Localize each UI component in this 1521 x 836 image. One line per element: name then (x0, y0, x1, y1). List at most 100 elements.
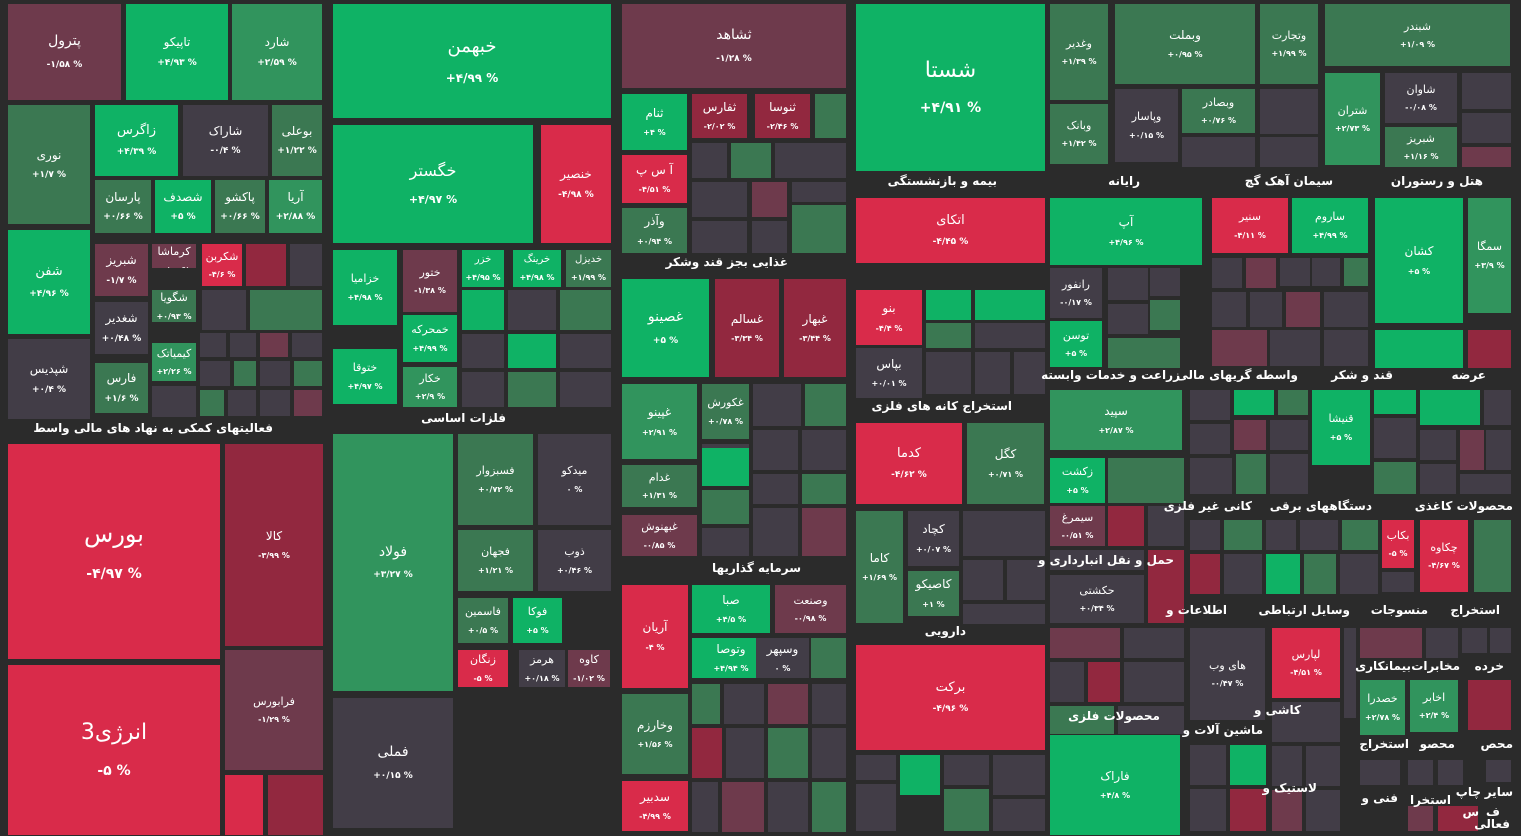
stock-tile[interactable]: شصدف +۵ % (155, 180, 211, 233)
stock-tile[interactable] (1150, 300, 1180, 330)
stock-tile[interactable] (811, 638, 846, 678)
stock-tile[interactable] (752, 221, 787, 253)
stock-tile[interactable] (1190, 424, 1230, 454)
stock-tile[interactable]: کرماشا -۰/۹۸ % (152, 244, 196, 268)
stock-tile[interactable] (1230, 745, 1266, 785)
stock-tile[interactable]: لپارس -۴/۵۱ % (1272, 628, 1340, 698)
stock-tile[interactable]: کشان +۵ % (1375, 198, 1463, 323)
stock-tile[interactable] (1312, 258, 1340, 286)
stock-tile[interactable] (768, 728, 808, 778)
stock-tile[interactable] (508, 372, 556, 407)
stock-tile[interactable] (944, 755, 989, 785)
stock-tile[interactable] (963, 560, 1003, 600)
stock-tile[interactable]: وبملت +۰/۹۵ % (1115, 4, 1255, 84)
stock-tile[interactable] (1212, 330, 1267, 366)
stock-tile[interactable]: وغدیر +۱/۳۹ % (1050, 4, 1108, 100)
stock-tile[interactable] (1306, 790, 1340, 831)
stock-tile[interactable] (702, 528, 749, 556)
stock-tile[interactable]: غبهار -۳/۴۴ % (784, 279, 846, 377)
stock-tile[interactable]: پارسان +۰/۶۶ % (95, 180, 151, 233)
stock-tile[interactable]: ختوقا +۴/۹۷ % (333, 349, 397, 404)
stock-tile[interactable] (1324, 292, 1368, 327)
stock-tile[interactable]: پترول -۱/۵۸ % (8, 4, 121, 100)
stock-tile[interactable] (200, 390, 224, 416)
stock-tile[interactable] (692, 684, 720, 724)
stock-tile[interactable] (1212, 258, 1242, 288)
stock-tile[interactable] (692, 143, 727, 178)
stock-tile[interactable] (1108, 338, 1180, 368)
stock-tile[interactable] (692, 182, 747, 217)
stock-tile[interactable]: کگل +۰/۷۱ % (967, 423, 1044, 504)
stock-tile[interactable]: فاسمین +۰/۵ % (458, 598, 508, 643)
stock-tile[interactable]: صبا +۴/۵ % (692, 585, 770, 633)
stock-tile[interactable] (1272, 702, 1340, 742)
stock-tile[interactable]: آریان -۴ % (622, 585, 688, 688)
stock-tile[interactable] (1344, 258, 1368, 286)
stock-tile[interactable] (702, 490, 749, 524)
stock-tile[interactable]: وصنعت -۰/۹۸ % (775, 585, 846, 633)
stock-tile[interactable]: رانفور -۰/۱۷ % (1050, 268, 1102, 318)
stock-tile[interactable]: زکشت +۵ % (1050, 458, 1105, 503)
stock-tile[interactable] (560, 334, 611, 368)
stock-tile[interactable] (1374, 390, 1416, 414)
stock-tile[interactable] (900, 755, 940, 795)
stock-tile[interactable] (1190, 789, 1226, 831)
stock-tile[interactable] (1260, 137, 1318, 167)
stock-tile[interactable] (775, 143, 846, 178)
stock-tile[interactable]: سپید +۲/۸۷ % (1050, 390, 1182, 450)
stock-tile[interactable]: قنیشا +۵ % (1312, 390, 1370, 465)
stock-tile[interactable] (1182, 137, 1255, 167)
stock-tile[interactable]: فجهان +۱/۲۱ % (458, 530, 533, 591)
stock-tile[interactable] (768, 782, 808, 832)
stock-tile[interactable] (1382, 572, 1414, 592)
stock-tile[interactable]: بوعلی +۱/۲۲ % (272, 105, 322, 176)
stock-tile[interactable] (1250, 292, 1282, 327)
stock-tile[interactable]: برکت -۴/۹۶ % (856, 645, 1045, 750)
stock-tile[interactable] (753, 384, 801, 426)
stock-tile[interactable] (260, 361, 290, 386)
stock-tile[interactable]: ثشاهد -۱/۲۸ % (622, 4, 846, 88)
stock-tile[interactable]: بورس -۴/۹۷ % (8, 444, 220, 659)
stock-tile[interactable] (1438, 806, 1478, 831)
stock-tile[interactable]: وپاسار +۰/۱۵ % (1115, 89, 1178, 162)
stock-tile[interactable] (993, 799, 1045, 831)
stock-tile[interactable]: ثفارس -۲/۰۲ % (692, 94, 747, 138)
stock-tile[interactable] (1230, 789, 1266, 831)
stock-tile[interactable] (802, 508, 846, 556)
stock-tile[interactable]: خنصیر -۴/۹۸ % (541, 125, 611, 243)
stock-tile[interactable]: خصدرا +۲/۷۸ % (1360, 680, 1405, 735)
stock-tile[interactable] (975, 323, 1045, 348)
stock-tile[interactable]: فرابورس -۱/۲۹ % (225, 650, 323, 770)
stock-tile[interactable]: فسبزوار +۰/۷۲ % (458, 434, 533, 525)
stock-tile[interactable] (1286, 292, 1320, 327)
stock-tile[interactable] (1272, 790, 1302, 831)
stock-tile[interactable] (1108, 458, 1184, 503)
stock-tile[interactable]: چکاوه -۴/۶۷ % (1420, 520, 1468, 592)
stock-tile[interactable] (1360, 760, 1400, 785)
stock-tile[interactable] (768, 684, 808, 724)
stock-tile[interactable]: سیمرغ -۰/۵۱ % (1050, 506, 1105, 546)
stock-tile[interactable] (1460, 430, 1484, 470)
stock-tile[interactable]: کاصیکو +۱ % (908, 571, 959, 616)
stock-tile[interactable] (260, 390, 290, 416)
stock-tile[interactable] (1300, 520, 1338, 550)
stock-tile[interactable] (225, 775, 263, 835)
stock-tile[interactable] (1462, 628, 1487, 653)
stock-tile[interactable] (1374, 462, 1416, 494)
stock-tile[interactable] (1212, 292, 1246, 327)
stock-tile[interactable]: کدما -۴/۶۲ % (856, 423, 962, 504)
stock-tile[interactable] (812, 782, 846, 832)
stock-tile[interactable]: غصینو +۵ % (622, 279, 709, 377)
stock-tile[interactable] (926, 290, 971, 320)
stock-tile[interactable]: فوکا +۵ % (513, 598, 562, 643)
stock-tile[interactable]: شپدیس +۰/۴ % (8, 339, 90, 419)
stock-tile[interactable]: شفن +۴/۹۶ % (8, 230, 90, 334)
stock-tile[interactable] (152, 386, 196, 417)
stock-tile[interactable] (1266, 554, 1300, 594)
stock-tile[interactable]: ثنوسا -۲/۴۶ % (755, 94, 810, 138)
stock-tile[interactable] (200, 333, 226, 357)
stock-tile[interactable] (1108, 304, 1148, 334)
stock-tile[interactable]: ثنام +۴ % (622, 94, 687, 150)
stock-tile[interactable] (462, 290, 504, 330)
stock-tile[interactable]: کاوه -۱/۰۲ % (568, 650, 610, 687)
